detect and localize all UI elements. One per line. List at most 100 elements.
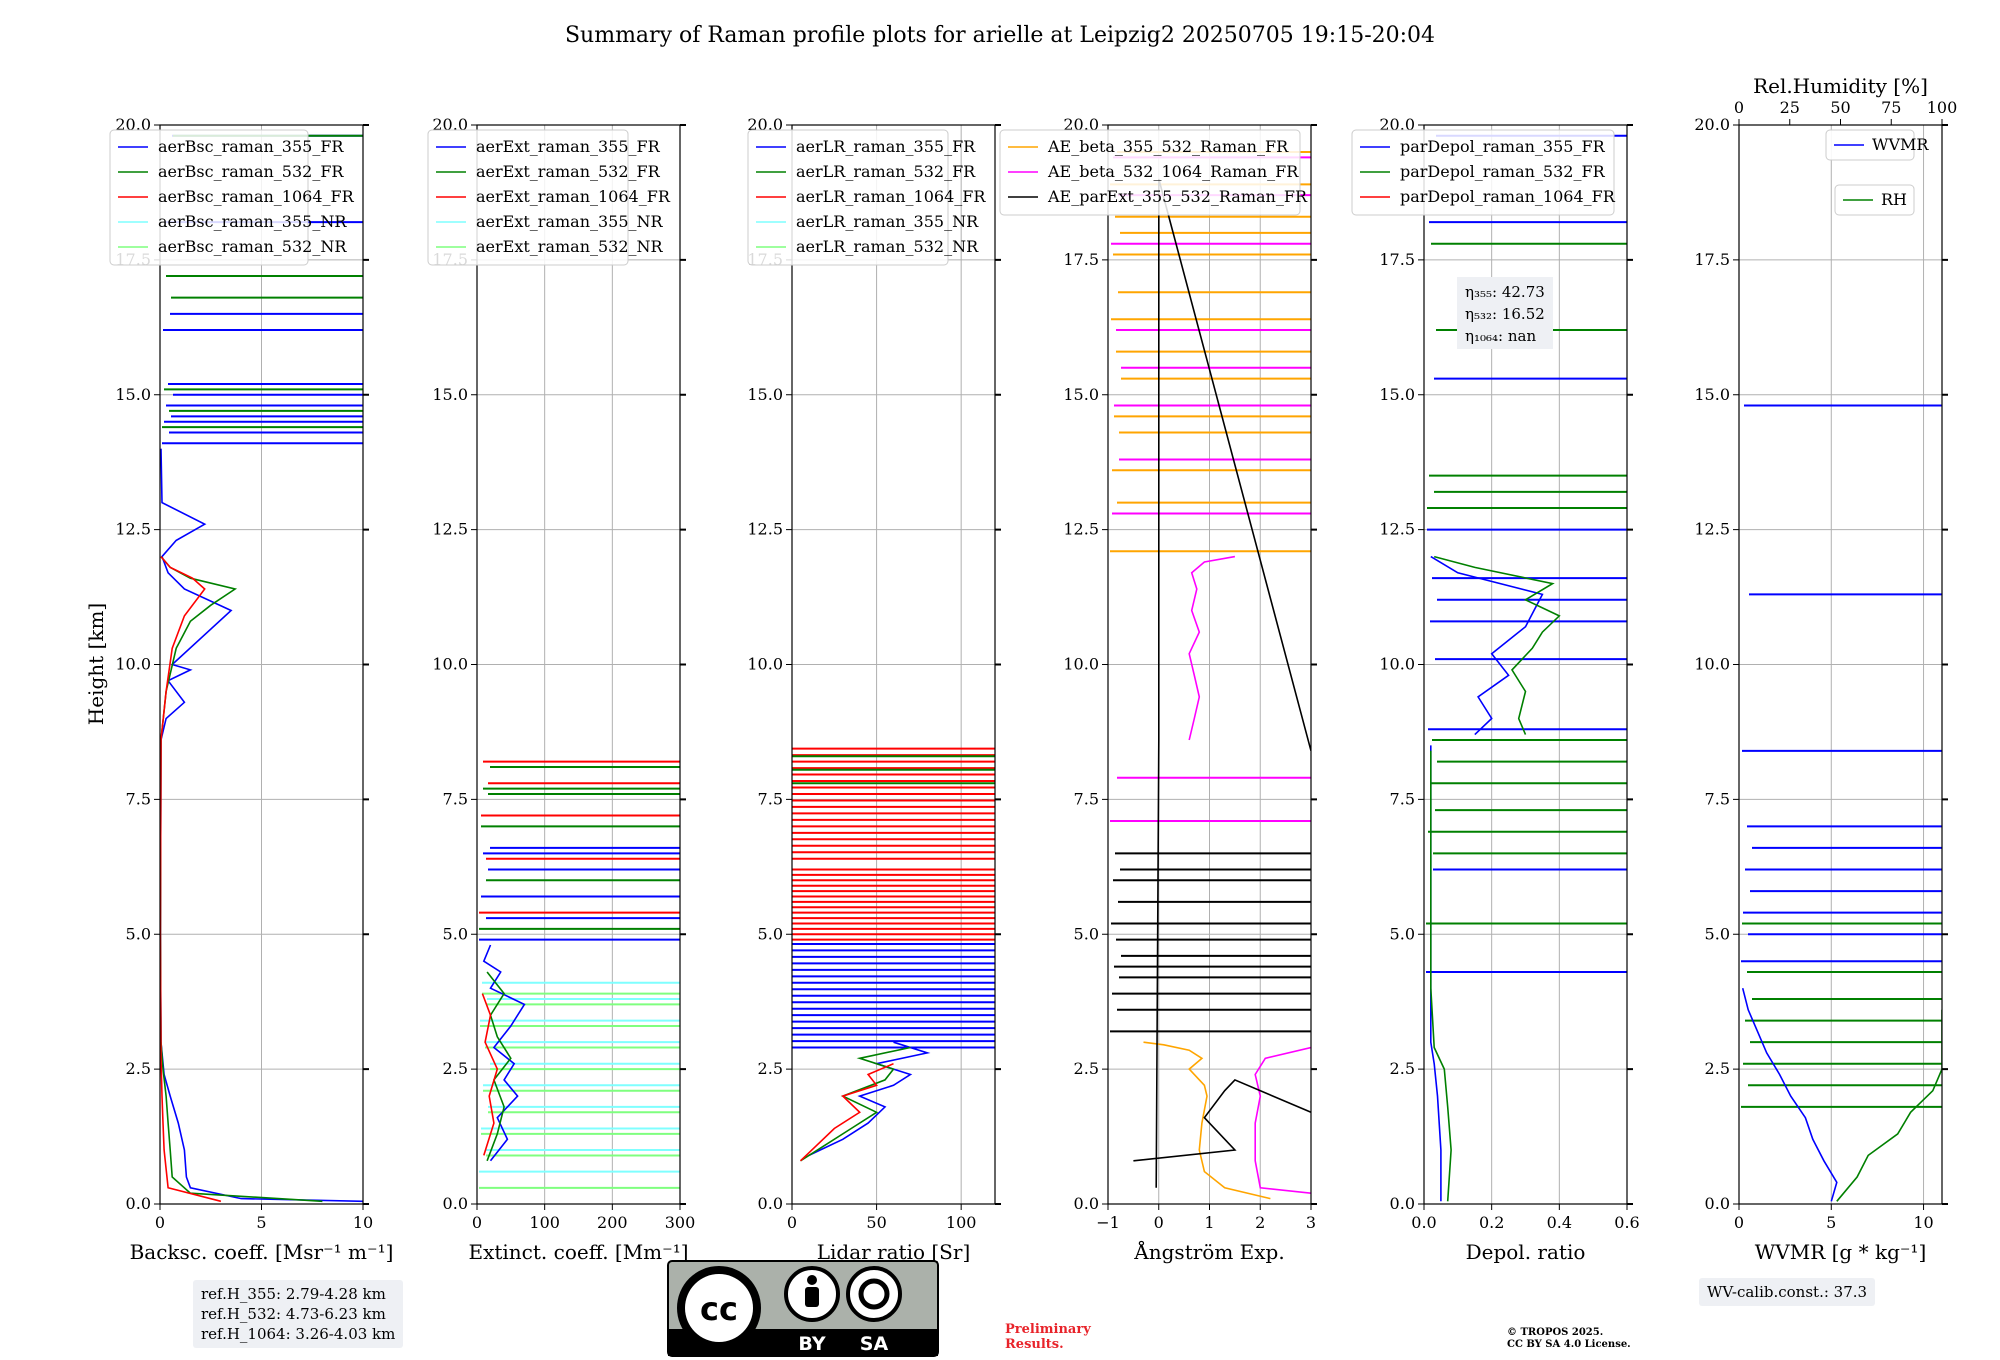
legend-label: aerBsc_raman_355_FR	[158, 137, 344, 156]
y-axis-label: Height [km]	[84, 603, 108, 725]
y-tick-label: 20.0	[1379, 115, 1415, 134]
series-AE_beta_532_1064_Raman_FR	[1254, 1046, 1311, 1194]
y-tick-label: 12.5	[432, 520, 468, 539]
legend-label: aerExt_raman_1064_FR	[476, 187, 671, 206]
y-tick-label: 15.0	[747, 385, 783, 404]
cc-license-badge: cc BY SA	[667, 1260, 939, 1357]
x-tick-label: 10	[1913, 1213, 1933, 1232]
legend-label: aerLR_raman_532_NR	[796, 237, 979, 256]
legend-box	[1351, 129, 1615, 216]
legend-label: aerBsc_raman_532_FR	[158, 162, 344, 181]
legend-box	[747, 129, 949, 266]
y-tick-label: 12.5	[115, 520, 151, 539]
y-tick-label: 2.5	[758, 1059, 783, 1078]
x-tick-label: 100	[529, 1213, 560, 1232]
legend: aerExt_raman_355_FR aerExt_raman_532_FRae…	[427, 129, 671, 266]
panel-ext: 0.02.55.07.510.012.515.017.520.001002003…	[427, 115, 695, 1264]
ref-h532: ref.H_532: 4.73-6.23 km	[201, 1305, 386, 1323]
preliminary-line2: Results.	[1005, 1337, 1064, 1352]
y-tick-label: 7.5	[1074, 789, 1099, 808]
series-aerBsc_raman_1064_FR	[160, 556, 222, 1203]
x-axis-label: Ångström Exp.	[1133, 1239, 1284, 1264]
legend-box	[427, 129, 629, 266]
series-AE_parExt_low	[1133, 1078, 1311, 1162]
x-axis-label: WVMR [g * kg⁻¹]	[1755, 1240, 1927, 1264]
plot-area	[479, 760, 680, 1189]
ref-h355: ref.H_355: 2.79-4.28 km	[201, 1285, 386, 1303]
y-tick-label: 17.5	[1379, 250, 1415, 269]
y-tick-label: 10.0	[1063, 655, 1099, 674]
x-tick-label: 50	[866, 1213, 886, 1232]
y-tick-label: 7.5	[1390, 789, 1415, 808]
x-tick-label: 0.0	[1411, 1213, 1436, 1232]
legend-label: aerLR_raman_355_NR	[796, 212, 979, 231]
legend-label: aerExt_raman_355_NR	[476, 212, 664, 231]
y-tick-label: 12.5	[1379, 520, 1415, 539]
legend: aerBsc_raman_355_FR aerBsc_raman_532_FRae…	[109, 129, 355, 266]
panel-lr: 0.02.55.07.510.012.515.017.520.0050100Li…	[747, 115, 1001, 1264]
preliminary-results-note: Preliminary Results.	[1005, 1322, 1091, 1352]
top-axis-label: Rel.Humidity [%]	[1753, 74, 1928, 98]
legend-label: aerExt_raman_532_NR	[476, 237, 664, 256]
series-WVMR	[1741, 988, 1838, 1202]
preliminary-line1: Preliminary	[1005, 1322, 1091, 1337]
legend-label: parDepol_raman_532_FR	[1400, 162, 1606, 181]
series-aerExt_raman_1064_FR	[481, 993, 499, 1156]
y-tick-label: 15.0	[1694, 385, 1730, 404]
y-tick-label: 0.0	[126, 1194, 151, 1213]
legend: aerLR_raman_355_FR aerLR_raman_532_FR aerL…	[747, 129, 986, 266]
x-tick-label: 5	[256, 1213, 266, 1232]
legend-label: AE_beta_355_532_Raman_FR	[1047, 137, 1289, 156]
y-tick-label: 10.0	[1379, 655, 1415, 674]
top-x-tick-label: 75	[1881, 98, 1901, 117]
x-tick-label: 100	[946, 1213, 977, 1232]
x-tick-label: 0	[155, 1213, 165, 1232]
depol-annotation: η₃₅₅: 42.73 η₅₃₂: 16.52 η₁₀₆₄: nan	[1457, 277, 1553, 349]
annotation-box	[1457, 277, 1553, 349]
x-tick-label: 0.2	[1479, 1213, 1504, 1232]
top-x-tick-label: 50	[1830, 98, 1850, 117]
legend-box	[109, 129, 309, 266]
x-tick-label: 3	[1306, 1213, 1316, 1232]
legend: AE_beta_355_532_Raman_FR AE_beta_532_1064…	[999, 129, 1308, 216]
y-tick-label: 15.0	[1063, 385, 1099, 404]
series-aerExt_raman_355_FR	[482, 944, 526, 1162]
top-x-tick-label: 25	[1780, 98, 1800, 117]
y-tick-label: 0.0	[758, 1194, 783, 1213]
y-tick-label: 5.0	[1390, 924, 1415, 943]
y-tick-label: 2.5	[126, 1059, 151, 1078]
series-aerLR_raman_532_FR	[800, 1046, 911, 1162]
x-tick-label: 200	[597, 1213, 628, 1232]
legend-label: aerExt_raman_355_FR	[476, 137, 661, 156]
y-tick-label: 20.0	[747, 115, 783, 134]
y-tick-label: 17.5	[1694, 250, 1730, 269]
x-tick-label: 5	[1826, 1213, 1836, 1232]
y-tick-label: 5.0	[758, 924, 783, 943]
series-RH	[1836, 1009, 1942, 1202]
copyright-note: © TROPOS 2025. CC BY SA 4.0 License.	[1507, 1327, 1631, 1351]
x-tick-label: 0	[472, 1213, 482, 1232]
plot-area	[792, 747, 995, 1162]
y-tick-label: 20.0	[1694, 115, 1730, 134]
x-tick-label: 1	[1204, 1213, 1214, 1232]
x-axis-label: Extinct. coeff. [Mm⁻¹]	[468, 1240, 688, 1264]
copyright-line2: CC BY SA 4.0 License.	[1507, 1339, 1631, 1350]
panel-dep: 0.0 2.5 5.0 7.5 10.0 12.5 15.0 17.5 20.0 0.0 0.2 0.…	[1351, 115, 1640, 1264]
y-tick-label: 20.0	[115, 115, 151, 134]
series-aerLR_raman_355_FR	[808, 1041, 931, 1157]
y-tick-label: 2.5	[443, 1059, 468, 1078]
legend-label: aerBsc_raman_532_NR	[158, 237, 347, 256]
y-tick-label: 0.0	[1390, 1194, 1415, 1213]
annotation-line: η₅₃₂: 16.52	[1465, 305, 1545, 323]
y-tick-label: 2.5	[1705, 1059, 1730, 1078]
y-tick-label: 2.5	[1390, 1059, 1415, 1078]
sa-label: SA	[860, 1333, 889, 1355]
panel-wv: 0.02.55.07.510.012.515.017.520.00 5 10WVMR…	[1694, 74, 1957, 1264]
legend-box	[1825, 129, 1915, 161]
y-tick-label: 10.0	[432, 655, 468, 674]
x-tick-label: 0.6	[1614, 1213, 1639, 1232]
legend-label: AE_beta_532_1064_Raman_FR	[1047, 162, 1299, 181]
series-AE_parExt_355_532_Raman_FR	[1155, 178, 1311, 1188]
sa-share-alike-icon	[846, 1266, 902, 1322]
